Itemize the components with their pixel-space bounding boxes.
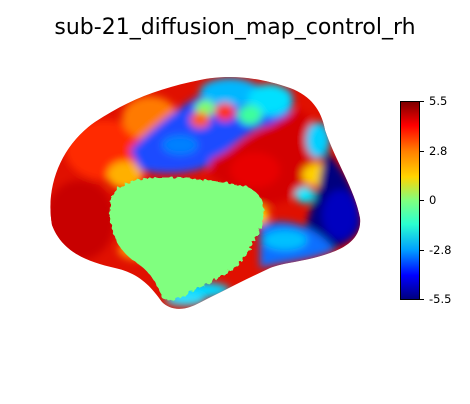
colorbar-tick (420, 101, 424, 102)
colorbar-tick-label-zero: 0 (429, 193, 437, 207)
brain-cortex (50, 77, 361, 309)
figure-title: sub-21_diffusion_map_control_rh (54, 15, 416, 40)
colorbar-tick (420, 151, 424, 152)
colorbar-tick-label-lower: -2.8 (429, 243, 452, 257)
colorbar: 5.5 2.8 0 -2.8 -5.5 (400, 95, 451, 305)
colorbar-gradient (400, 101, 420, 300)
colorbar-tick (420, 299, 424, 300)
colorbar-tick-label-min: -5.5 (429, 292, 452, 306)
colorbar-tick-label-max: 5.5 (429, 94, 448, 108)
colorbar-tick (420, 200, 424, 201)
colorbar-tick (420, 250, 424, 251)
medial-wall (109, 177, 264, 300)
colorbar-tick-label-upper: 2.8 (429, 144, 448, 158)
